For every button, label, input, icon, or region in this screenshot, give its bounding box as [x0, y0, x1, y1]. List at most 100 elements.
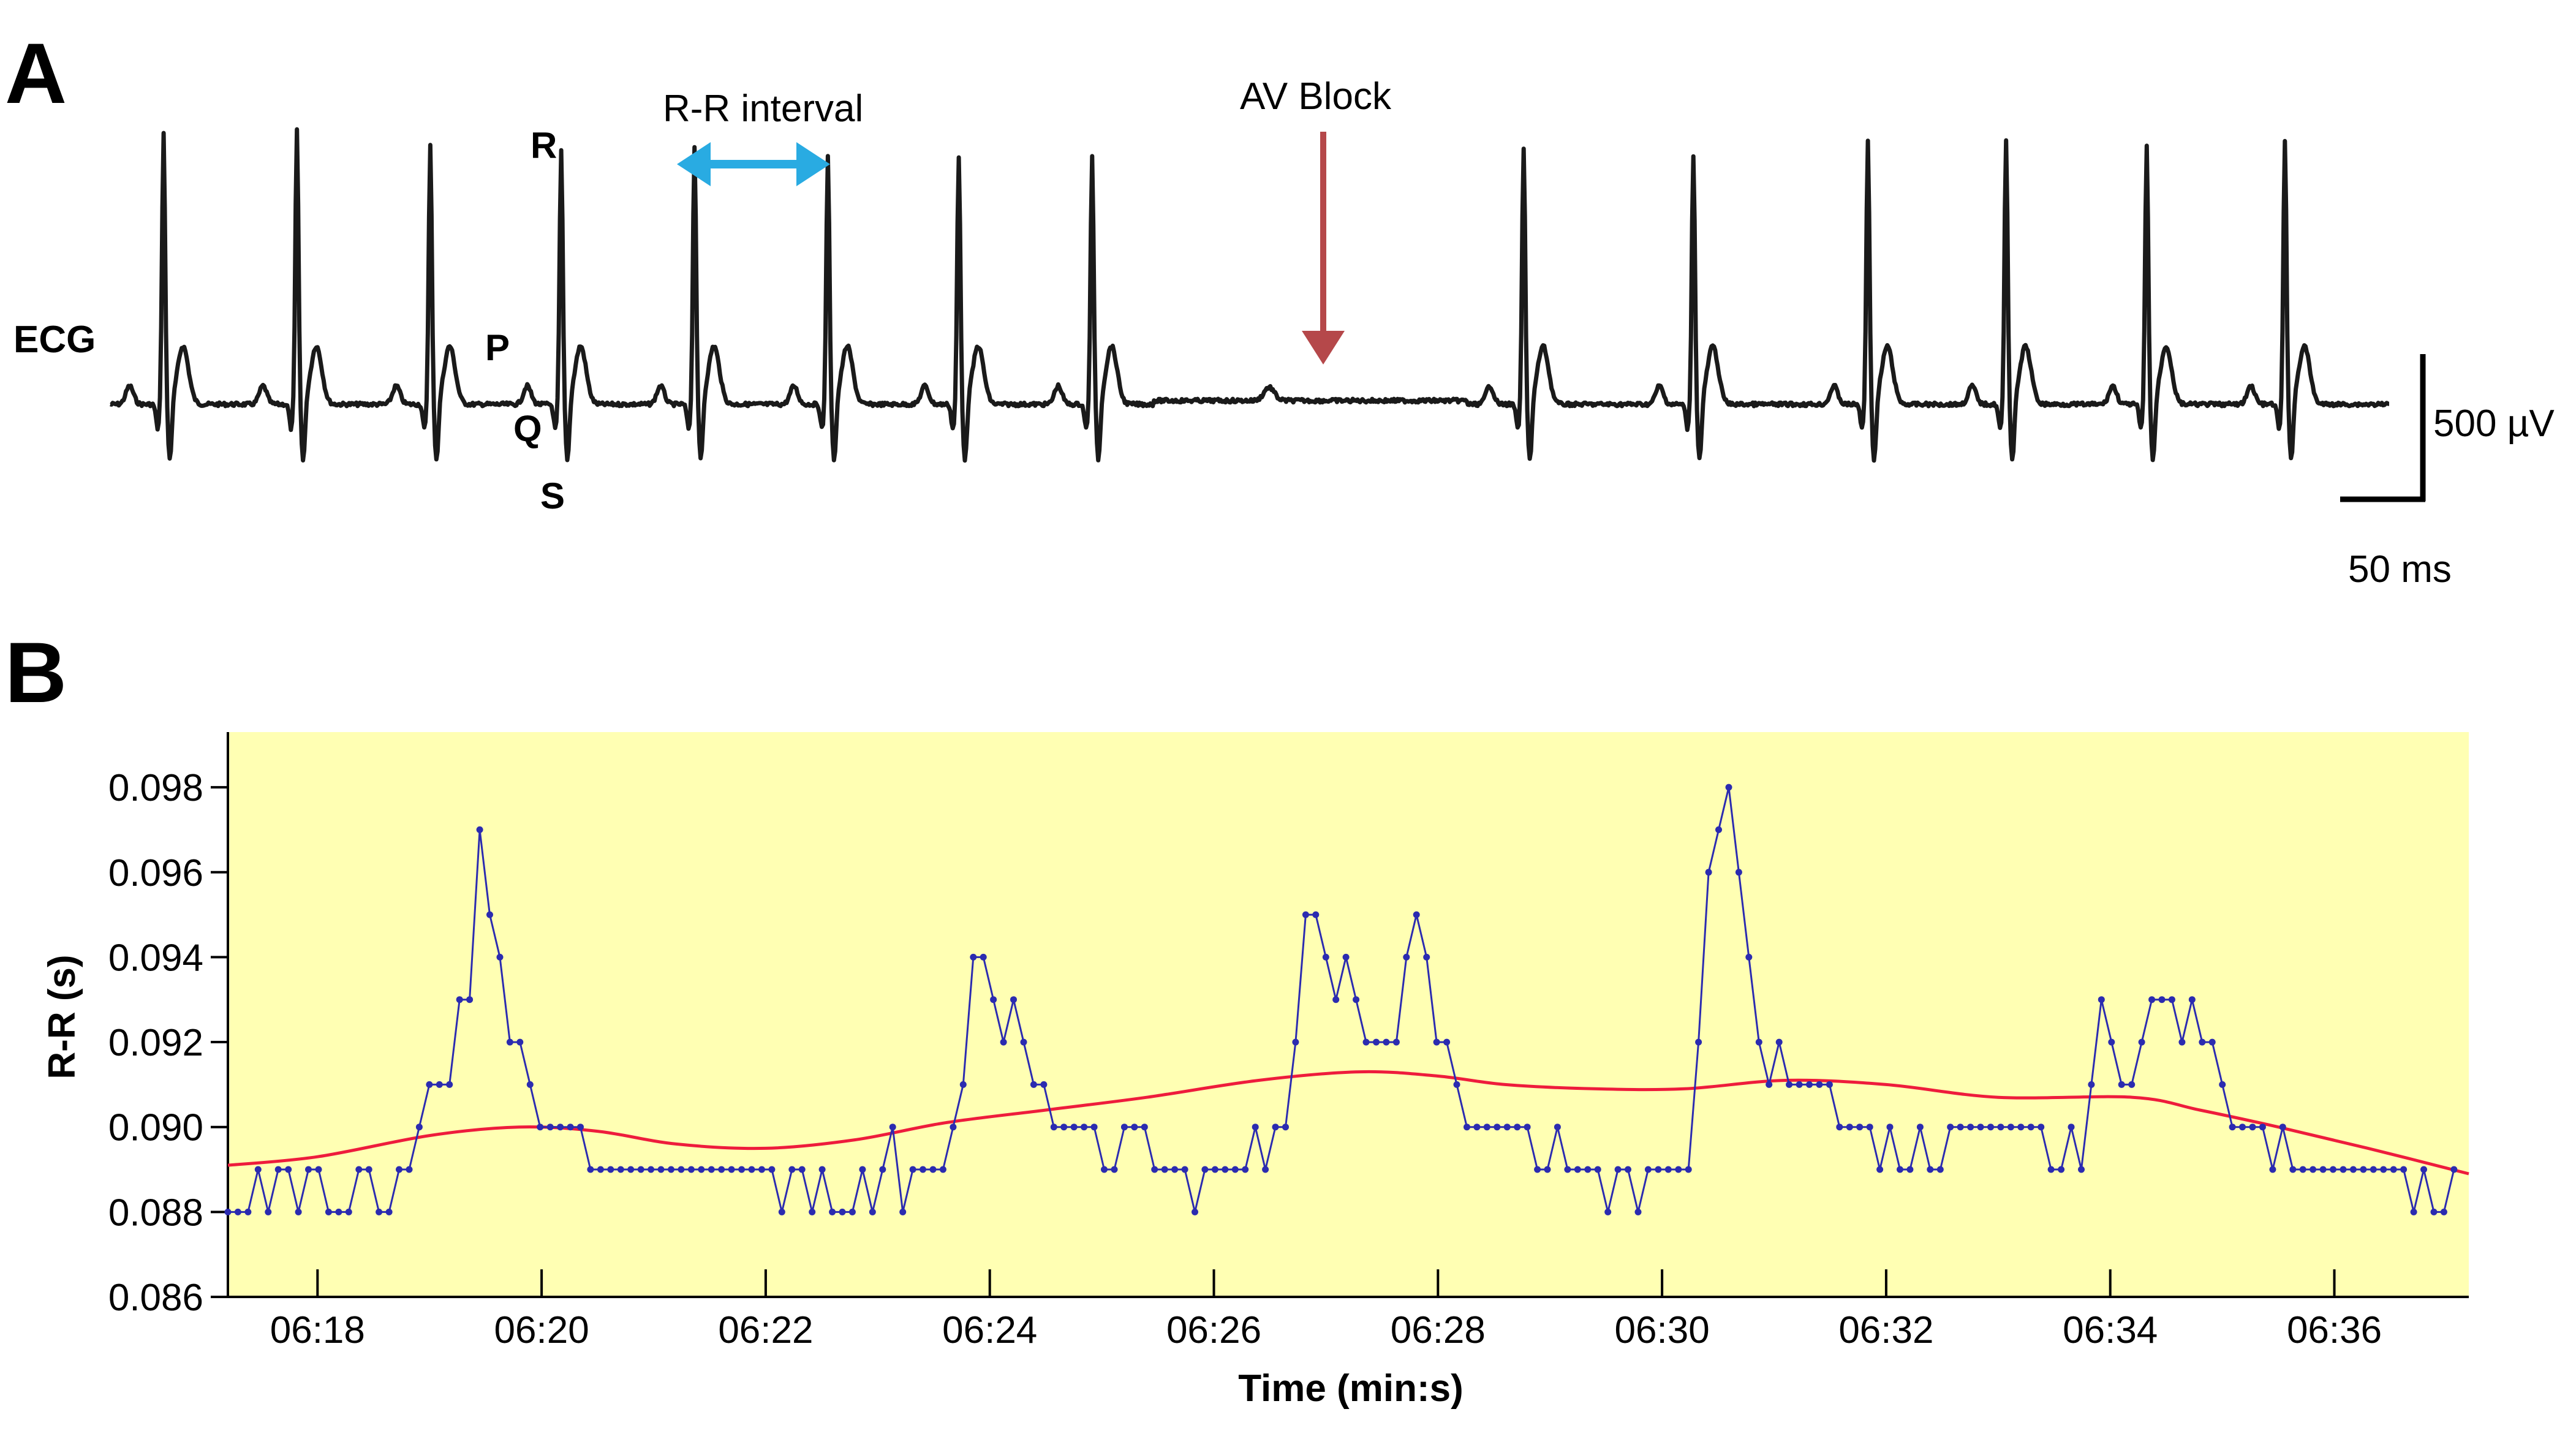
rr-point [758, 1166, 765, 1173]
rr-point [2108, 1038, 2115, 1046]
rr-point [2330, 1166, 2336, 1173]
rr-point [1201, 1166, 1209, 1173]
rr-point [426, 1081, 433, 1088]
rr-point [2450, 1166, 2458, 1173]
rr-point [1464, 1124, 1470, 1131]
rr-point [1060, 1124, 1068, 1131]
rr-point [1886, 1124, 1894, 1131]
rr-point [2420, 1166, 2427, 1173]
rr-point [1040, 1081, 1048, 1088]
rr-point [1856, 1124, 1864, 1131]
rr-point [1846, 1124, 1853, 1131]
rr-point [2440, 1208, 2447, 1215]
rr-point [1503, 1124, 1511, 1131]
rr-point [839, 1208, 846, 1215]
rr-point [2229, 1124, 2236, 1131]
rr-point [1453, 1081, 1460, 1088]
rr-point [365, 1166, 372, 1173]
x-tick-label: 06:28 [1391, 1309, 1486, 1351]
rr-point [768, 1166, 776, 1173]
rr-point [1796, 1081, 1803, 1088]
rr-point [1987, 1124, 1994, 1131]
rr-point [1141, 1124, 1148, 1131]
rr-point [587, 1166, 594, 1173]
rr-point [959, 1081, 967, 1088]
rr-point [1030, 1081, 1037, 1088]
rr-point [1494, 1124, 1501, 1131]
rr-point [2380, 1166, 2387, 1173]
rr-point [798, 1166, 806, 1173]
rr-point [899, 1208, 907, 1215]
rr-point [2410, 1208, 2417, 1215]
rr-point [1473, 1124, 1481, 1131]
trend-line [227, 1070, 2469, 1176]
rr-point [1332, 996, 1340, 1003]
rr-point [1483, 1124, 1490, 1131]
rr-point [1413, 911, 1420, 918]
rr-point [2199, 1038, 2206, 1046]
rr-point [1392, 1038, 1400, 1046]
av-block-label: AV Block [1240, 75, 1392, 118]
rr-point [1242, 1166, 1249, 1173]
rr-point [456, 996, 463, 1003]
rr-point [1090, 1124, 1098, 1131]
x-axis-title: Time (min:s) [1238, 1367, 1463, 1410]
rr-point [698, 1166, 705, 1173]
rr-point [1181, 1166, 1188, 1173]
rr-point [415, 1124, 423, 1131]
rr-point [1997, 1124, 2004, 1131]
rr-point [809, 1208, 816, 1215]
y-axis: 0.086 0.088 0.090 0.092 0.094 0.096 0.098 [108, 732, 229, 1319]
rr-point [2188, 996, 2196, 1003]
rr-point [1775, 1038, 1783, 1046]
rr-point [2430, 1208, 2438, 1215]
rr-point [345, 1208, 352, 1215]
rr-point [1936, 1166, 1944, 1173]
rr-point [980, 953, 987, 961]
rr-point [1584, 1166, 1592, 1173]
rr-point [244, 1208, 252, 1215]
voltage-scale-label: 500 µV [2433, 402, 2555, 445]
rr-interval-arrow [677, 142, 830, 186]
y-tick-label: 0.090 [108, 1107, 203, 1149]
rr-point [1625, 1166, 1631, 1173]
x-tick-label: 06:22 [718, 1309, 813, 1351]
rr-point [2349, 1166, 2357, 1173]
rr-point [2340, 1166, 2347, 1173]
rr-point [1192, 1208, 1198, 1215]
panel-a: A ECG R P Q S R-R interval AV Block 500 … [5, 25, 2555, 591]
rr-point [929, 1166, 937, 1173]
rr-point [909, 1166, 916, 1173]
rr-point [335, 1208, 342, 1215]
rr-point [315, 1166, 322, 1173]
rr-point [869, 1208, 876, 1215]
rr-point [687, 1166, 695, 1173]
rr-point [1977, 1124, 1984, 1131]
panel-b-label: B [5, 624, 67, 720]
rr-point [2088, 1081, 2095, 1088]
rr-point [1574, 1166, 1581, 1173]
rr-point [848, 1208, 856, 1215]
rr-point [546, 1124, 554, 1131]
rr-point [2038, 1124, 2045, 1131]
rr-point [1423, 953, 1430, 961]
rr-point [678, 1166, 685, 1173]
rr-point [718, 1166, 725, 1173]
rr-point [537, 1124, 544, 1131]
time-scale-label: 50 ms [2348, 548, 2452, 591]
rr-point [728, 1166, 735, 1173]
rr-point [1020, 1038, 1027, 1046]
rr-point [1806, 1081, 1813, 1088]
rr-point [597, 1166, 604, 1173]
av-block-arrow [1302, 132, 1345, 365]
rr-point [2098, 996, 2105, 1003]
y-tick-label: 0.088 [108, 1192, 203, 1234]
rr-point [708, 1166, 715, 1173]
x-tick-label: 06:32 [1838, 1309, 1933, 1351]
rr-point [1685, 1166, 1692, 1173]
rr-point [1433, 1038, 1440, 1046]
rr-point [637, 1166, 644, 1173]
rr-point [1373, 1038, 1380, 1046]
rr-point [778, 1208, 785, 1215]
rr-point [1876, 1166, 1884, 1173]
